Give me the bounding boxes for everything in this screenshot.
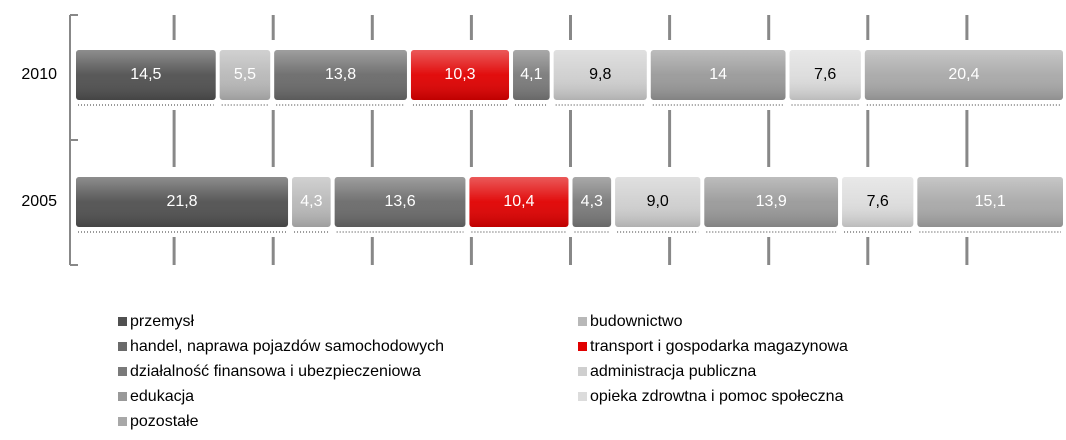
data-label: 10,4	[503, 193, 534, 210]
bar-sheen	[513, 50, 550, 100]
bar-sheen	[219, 50, 271, 100]
legend-label: budownictwo	[590, 313, 683, 330]
data-label: 4,1	[520, 66, 542, 83]
legend-label: przemysł	[130, 313, 194, 330]
bar-sheen	[553, 50, 647, 100]
legend-swatch	[118, 342, 127, 351]
legend-label: działalność finansowa i ubezpieczeniowa	[130, 363, 421, 380]
data-label: 13,9	[756, 193, 787, 210]
legend-swatch	[118, 317, 127, 326]
legend-label: handel, naprawa pojazdów samochodowych	[130, 338, 444, 355]
bar-sheen	[469, 177, 569, 227]
data-label: 5,5	[234, 66, 256, 83]
data-label: 13,6	[384, 193, 415, 210]
data-label: 21,8	[166, 193, 197, 210]
bar-sheen	[292, 177, 331, 227]
data-label: 4,3	[581, 193, 603, 210]
y-tick-label: 2005	[21, 193, 57, 210]
bar-sheen	[789, 50, 861, 100]
legend-label: administracja publiczna	[590, 363, 756, 380]
data-label: 15,1	[975, 193, 1006, 210]
bar-sheen	[410, 50, 510, 100]
legend-label: transport i gospodarka magazynowa	[590, 338, 848, 355]
legend-swatch	[578, 342, 587, 351]
bar-sheen	[334, 177, 466, 227]
legend-swatch	[118, 392, 127, 401]
legend-label: edukacja	[130, 388, 194, 405]
bar-sheen	[917, 177, 1063, 227]
data-label: 20,4	[948, 66, 979, 83]
legend-swatch	[578, 367, 587, 376]
bar-sheen	[615, 177, 701, 227]
bar-sheen	[842, 177, 914, 227]
legend-label: opieka zdrowtna i pomoc społeczna	[590, 388, 844, 405]
bar-sheen	[76, 50, 216, 100]
bar-sheen	[650, 50, 786, 100]
legend-swatch	[118, 367, 127, 376]
legend-swatch	[578, 317, 587, 326]
legend-swatch	[578, 392, 587, 401]
data-label: 9,8	[589, 66, 611, 83]
data-label: 7,6	[814, 66, 836, 83]
bar-sheen	[864, 50, 1063, 100]
data-label: 4,3	[300, 193, 322, 210]
legend-swatch	[118, 417, 127, 426]
bar-sheen	[704, 177, 839, 227]
bar-sheen	[274, 50, 407, 100]
legend-label: pozostałe	[130, 413, 199, 430]
data-label: 13,8	[325, 66, 356, 83]
data-label: 10,3	[444, 66, 475, 83]
y-tick-label: 2010	[21, 66, 57, 83]
data-label: 9,0	[647, 193, 669, 210]
data-label: 7,6	[867, 193, 889, 210]
data-label: 14,5	[130, 66, 161, 83]
bar-sheen	[572, 177, 612, 227]
data-label: 14	[709, 66, 727, 83]
bar-sheen	[76, 177, 289, 227]
